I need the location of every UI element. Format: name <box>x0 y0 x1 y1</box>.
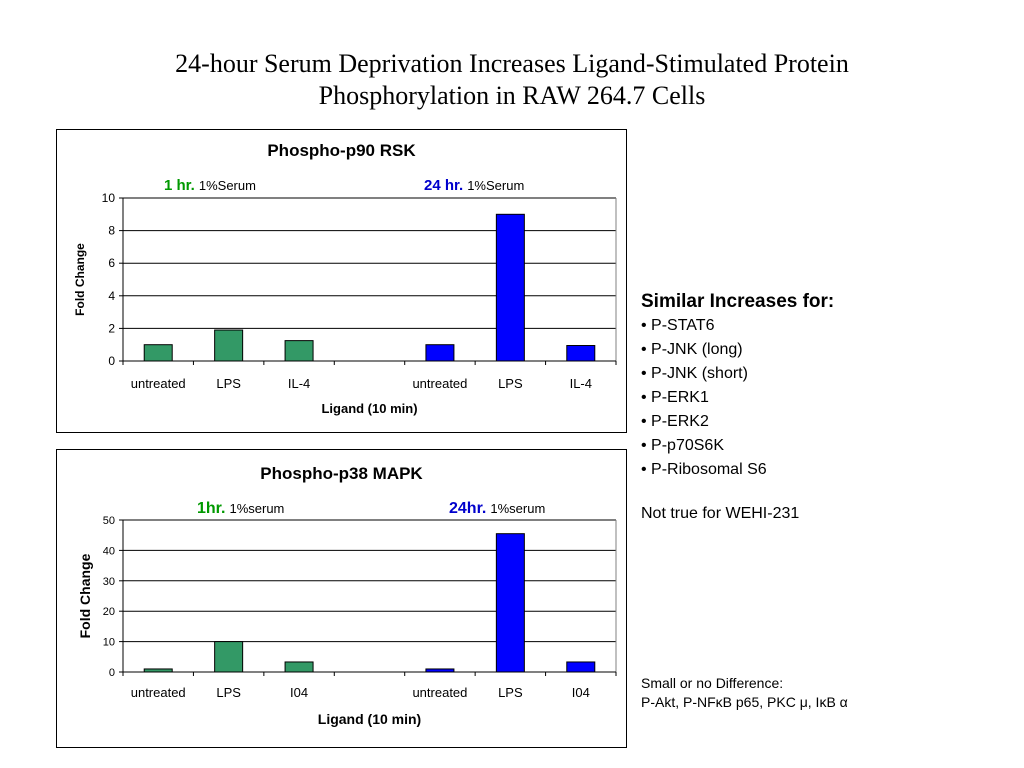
list-item: • P-Ribosomal S6 <box>641 461 767 478</box>
x-category-label: untreated <box>412 685 467 700</box>
group-label-serum: 1%serum <box>229 501 284 516</box>
chart-svg: Phospho-p38 MAPK 1hr. 1%serum 24hr. 1%serum 0… <box>77 464 617 727</box>
x-category-label: untreated <box>131 685 186 700</box>
list-item: • P-ERK2 <box>641 413 709 430</box>
y-tick-label: 40 <box>103 545 115 557</box>
y-tick-label: 8 <box>108 224 115 238</box>
x-axis-label: Ligand (10 min) <box>321 401 417 416</box>
x-category-label: I04 <box>290 685 308 700</box>
x-category-label: LPS <box>498 685 523 700</box>
x-category-label: LPS <box>216 685 241 700</box>
bar <box>284 661 314 673</box>
small-difference-items: P-Akt, P-NFκB p65, PKC μ, IκB α <box>641 694 848 710</box>
x-category-label: untreated <box>131 376 186 391</box>
bar <box>143 344 173 362</box>
list-item: • P-JNK (long) <box>641 341 743 358</box>
chart-svg: Phospho-p90 RSK 1 hr. 1%Serum 24 hr. 1%Serum… <box>73 141 617 416</box>
similar-increases-heading: Similar Increases for: <box>641 291 835 312</box>
list-item: • P-p70S6K <box>641 437 724 454</box>
similar-increases-list: • P-STAT6 • P-JNK (long) • P-JNK (short)… <box>641 314 834 482</box>
y-tick-label: 10 <box>103 637 115 649</box>
bar <box>495 533 525 673</box>
group-label-period: 24hr. <box>449 500 486 517</box>
y-axis-label: Fold Change <box>77 553 93 638</box>
x-category-label: I04 <box>572 685 590 700</box>
y-tick-label: 4 <box>108 289 115 303</box>
group-label-serum: 1%Serum <box>467 178 524 193</box>
y-tick-label: 50 <box>103 515 115 527</box>
side-panel: Similar Increases for: • P-STAT6 • P-JNK… <box>641 290 834 524</box>
list-item: • P-JNK (short) <box>641 365 748 382</box>
bar <box>425 344 455 362</box>
group-label-serum: 1%Serum <box>199 178 256 193</box>
group-label: 1hr. 1%serum <box>197 500 284 517</box>
x-category-label: untreated <box>412 376 467 391</box>
x-category-label: LPS <box>498 376 523 391</box>
chart-phospho-p38-mapk: Phospho-p38 MAPK 1hr. 1%serum 24hr. 1%serum 0… <box>56 449 627 748</box>
y-tick-label: 0 <box>109 667 115 679</box>
small-difference-panel: Small or no Difference: P-Akt, P-NFκB p6… <box>641 674 848 712</box>
x-category-label: IL-4 <box>288 376 310 391</box>
slide-title: 24-hour Serum Deprivation Increases Liga… <box>60 48 964 112</box>
chart-title: Phospho-p90 RSK <box>267 141 416 160</box>
y-axis-label: Fold Change <box>73 243 87 316</box>
group-label: 1 hr. 1%Serum <box>164 177 256 194</box>
group-label-period: 24 hr. <box>424 177 463 194</box>
x-category-label: IL-4 <box>570 376 592 391</box>
group-label: 24 hr. 1%Serum <box>424 177 524 194</box>
group-label-period: 1 hr. <box>164 177 195 194</box>
bar <box>495 213 525 362</box>
y-tick-label: 10 <box>102 191 116 205</box>
chart-title: Phospho-p38 MAPK <box>260 464 423 483</box>
bar <box>284 340 314 362</box>
group-label: 24hr. 1%serum <box>449 500 545 517</box>
y-tick-label: 20 <box>103 606 115 618</box>
bar <box>214 329 244 362</box>
slide-title-line-1: 24-hour Serum Deprivation Increases Liga… <box>175 49 849 78</box>
small-difference-heading: Small or no Difference: <box>641 675 784 691</box>
list-item: • P-ERK1 <box>641 389 709 406</box>
x-axis-label: Ligand (10 min) <box>318 711 421 727</box>
slide-title-line-2: Phosphorylation in RAW 264.7 Cells <box>318 81 706 110</box>
list-item: • P-STAT6 <box>641 317 715 334</box>
chart-phospho-p90-rsk: Phospho-p90 RSK 1 hr. 1%Serum 24 hr. 1%Serum… <box>56 129 627 433</box>
y-tick-label: 30 <box>103 576 115 588</box>
y-tick-label: 2 <box>108 321 115 335</box>
not-true-note: Not true for WEHI-231 <box>641 505 800 522</box>
group-label-period: 1hr. <box>197 500 225 517</box>
y-tick-label: 0 <box>108 354 115 368</box>
y-tick-label: 6 <box>108 256 115 270</box>
x-category-label: LPS <box>216 376 241 391</box>
bar <box>566 661 596 673</box>
bar <box>566 345 596 362</box>
group-label-serum: 1%serum <box>490 501 545 516</box>
bar <box>214 641 244 673</box>
